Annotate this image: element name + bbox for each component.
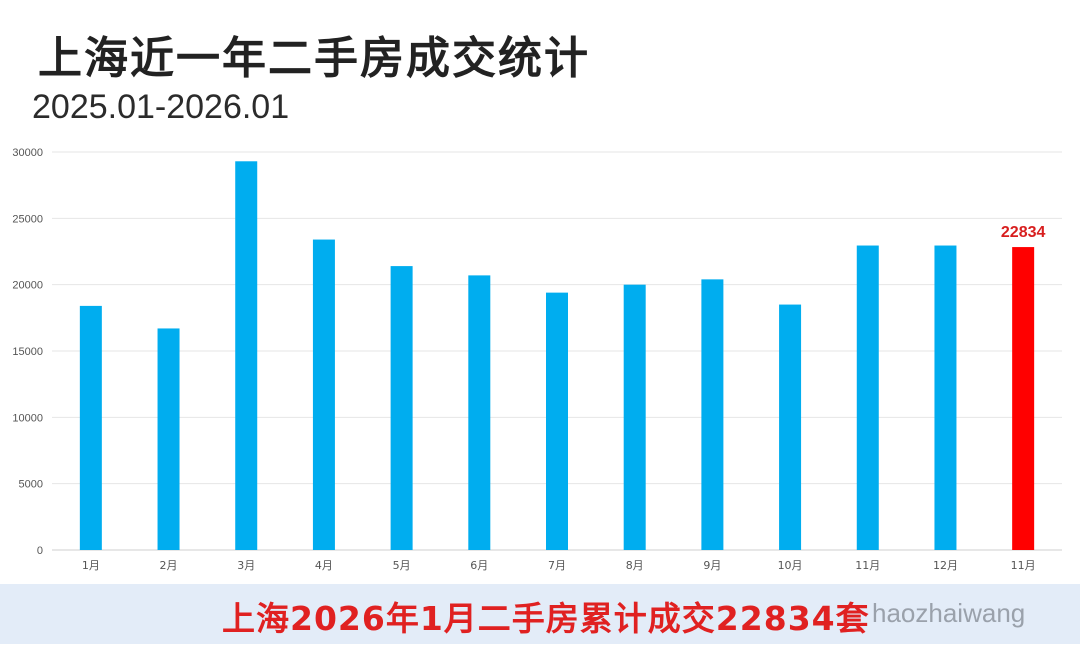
y-tick-label: 0 (37, 545, 43, 557)
chart-title: 上海近一年二手房成交统计 (38, 33, 590, 84)
x-tick-label: 12月 (933, 559, 958, 572)
bar (856, 245, 879, 550)
bar (468, 275, 491, 550)
bar (235, 161, 258, 550)
x-tick-label: 6月 (470, 559, 488, 572)
bar (623, 284, 646, 550)
y-tick-label: 10000 (12, 412, 43, 424)
x-tick-label: 8月 (626, 559, 644, 572)
summary-text: 上海2026年1月二手房累计成交22834套 (222, 599, 870, 638)
watermark: haozhaiwang (872, 598, 1026, 628)
x-tick-label: 2月 (160, 559, 178, 572)
bar (312, 239, 335, 550)
y-tick-label: 15000 (12, 346, 43, 358)
y-tick-label: 30000 (12, 147, 43, 159)
y-tick-label: 5000 (19, 479, 43, 491)
summary-banner: 上海2026年1月二手房累计成交22834套 haozhaiwang (0, 584, 1080, 644)
x-tick-label: 7月 (548, 559, 566, 572)
x-tick-label: 5月 (393, 559, 411, 572)
bar-chart: 0 5000 10000 15000 20000 25000 30000 1月 2月 3月 4月 5月… (12, 147, 1062, 572)
bar (701, 279, 724, 550)
bar (779, 304, 802, 550)
y-tick-label: 20000 (12, 280, 43, 292)
x-tick-label: 1月 (82, 559, 100, 572)
x-tick-label: 9月 (703, 559, 721, 572)
bar (390, 266, 413, 550)
y-tick-label: 25000 (12, 213, 43, 225)
x-tick-label: 3月 (237, 559, 255, 572)
x-tick-label: 4月 (315, 559, 333, 572)
x-tick-label: 11月 (1011, 559, 1036, 572)
bar (157, 328, 180, 550)
x-tick-label: 10月 (778, 559, 803, 572)
bar (79, 305, 102, 550)
date-range-subtitle: 2025.01-2026.01 (32, 88, 290, 126)
bar (1012, 247, 1035, 550)
bar (546, 292, 568, 550)
data-label: 22834 (1001, 224, 1046, 241)
x-tick-label: 11月 (855, 559, 880, 572)
bar (934, 245, 957, 550)
